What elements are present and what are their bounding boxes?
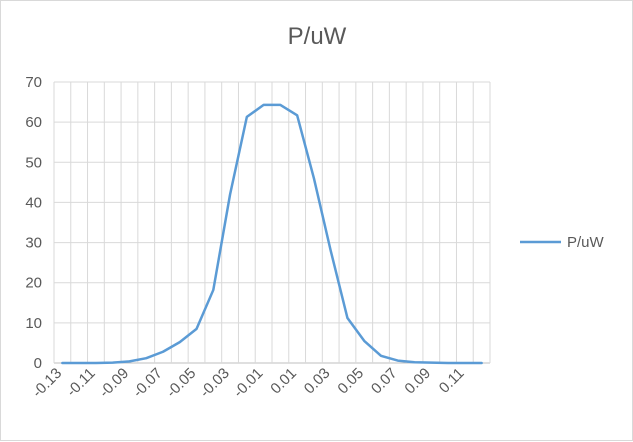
x-tick-label: -0.01 [230, 365, 266, 401]
x-tick-label: 0.07 [368, 365, 401, 398]
x-tick-label: -0.11 [63, 365, 98, 400]
x-tick-label: 0.05 [334, 365, 367, 398]
y-tick-label: 20 [25, 275, 42, 292]
grid [53, 81, 491, 364]
series-layer [61, 103, 483, 365]
x-tick-label: 0.09 [401, 365, 434, 398]
y-axis-ticks: 0 10 20 30 40 50 60 70 [25, 74, 42, 372]
y-tick-label: 0 [34, 355, 42, 372]
y-tick-label: 10 [25, 315, 42, 332]
x-tick-label: -0.05 [163, 365, 199, 401]
chart-title: P/uW [288, 23, 347, 50]
x-tick-label: 0.11 [436, 365, 468, 397]
series-line [61, 103, 483, 365]
x-tick-label: -0.07 [130, 365, 166, 401]
x-tick-label: 0.01 [267, 365, 300, 398]
y-tick-label: 50 [25, 154, 42, 171]
x-tick-label: 0.03 [301, 365, 334, 398]
y-tick-label: 70 [25, 74, 42, 91]
y-tick-label: 40 [25, 194, 42, 211]
x-tick-label: -0.03 [197, 365, 233, 401]
y-tick-label: 60 [25, 114, 42, 131]
x-axis-ticks: -0.13-0.11-0.09-0.07-0.05-0.03-0.01 0.01 0… [29, 365, 468, 401]
legend-label: P/uW [567, 234, 605, 251]
legend: P/uW [520, 234, 605, 251]
y-tick-label: 30 [25, 235, 42, 252]
x-tick-label: -0.09 [96, 365, 132, 401]
